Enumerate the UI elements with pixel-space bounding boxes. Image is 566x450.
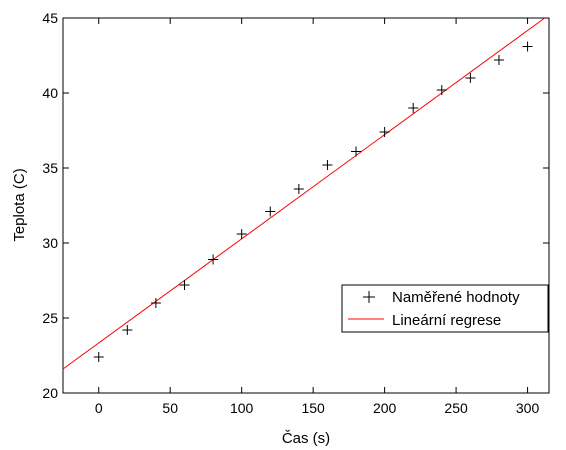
data-point — [522, 41, 533, 52]
y-axis-label: Teplota (C) — [11, 168, 28, 241]
y-axis-ticks: 20 25 30 35 40 45 — [42, 10, 549, 401]
data-point — [408, 103, 419, 113]
x-axis-ticks: 0 50 100 150 200 250 300 — [95, 18, 540, 416]
legend-label-measured: Naměřené hodnoty — [392, 289, 520, 306]
data-point — [436, 85, 447, 95]
regression-line — [62, 17, 546, 370]
legend-marker-measured — [363, 291, 375, 303]
y-tick-label: 25 — [42, 310, 58, 326]
y-tick-label: 30 — [42, 235, 58, 251]
data-point — [208, 254, 219, 265]
x-tick-label: 0 — [95, 400, 103, 416]
data-point — [493, 55, 504, 65]
data-point — [122, 325, 133, 335]
data-point — [150, 298, 161, 308]
legend-label-regression: Lineární regrese — [392, 312, 501, 329]
data-point — [293, 184, 304, 194]
data-point — [379, 127, 390, 137]
data-point — [179, 280, 190, 290]
data-point — [322, 160, 333, 170]
y-tick-label: 40 — [42, 85, 58, 101]
series-layer — [62, 17, 546, 370]
data-point — [236, 229, 247, 239]
data-point — [465, 73, 476, 83]
data-point — [93, 352, 104, 362]
y-tick-label: 45 — [42, 10, 58, 26]
x-axis-label: Čas (s) — [282, 430, 330, 447]
x-tick-label: 250 — [444, 400, 468, 416]
legend-box — [341, 284, 549, 333]
x-tick-label: 100 — [230, 400, 254, 416]
x-tick-label: 50 — [162, 400, 178, 416]
x-tick-label: 200 — [373, 400, 397, 416]
y-tick-label: 20 — [42, 385, 58, 401]
legend: Naměřené hodnoty Lineární regrese — [341, 284, 549, 333]
plot-frame — [62, 17, 550, 394]
data-point — [351, 146, 362, 157]
y-tick-label: 35 — [42, 160, 58, 176]
data-point — [265, 206, 276, 217]
plot-area: 20 25 30 35 40 45 0 50 100 150 200 250 300 — [42, 10, 550, 416]
x-tick-label: 150 — [301, 400, 325, 416]
x-tick-label: 300 — [516, 400, 540, 416]
